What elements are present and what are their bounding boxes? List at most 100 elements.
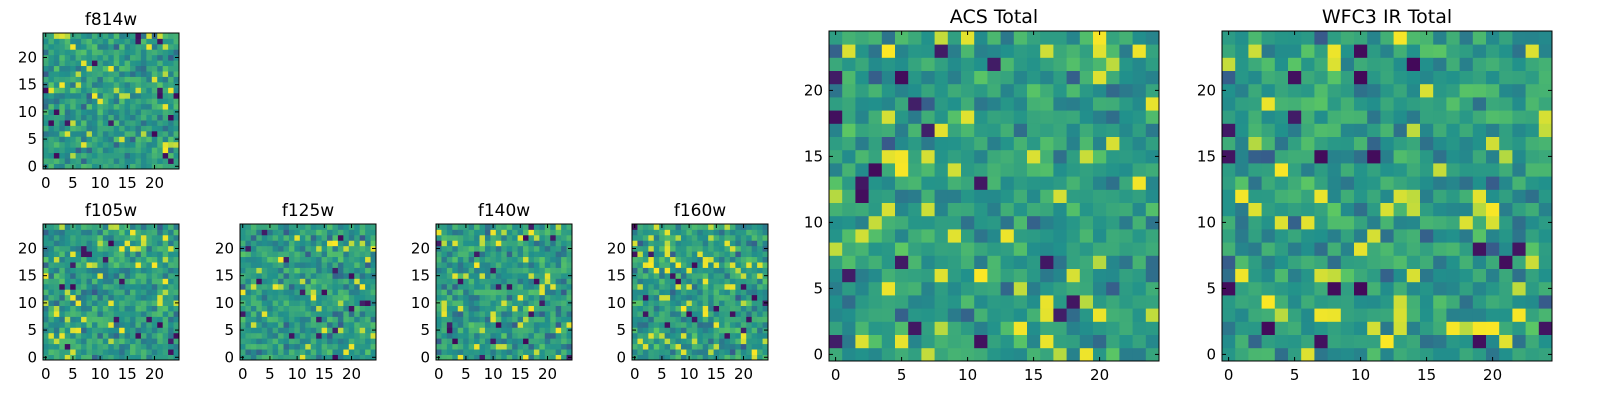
- heatmap-cell: [1027, 202, 1041, 217]
- heatmap-cell: [97, 60, 104, 67]
- heatmap-cell: [637, 251, 644, 258]
- heatmap-cell: [305, 251, 312, 258]
- heatmap-cell: [719, 343, 725, 350]
- heatmap-cell: [868, 163, 883, 177]
- heatmap-cell: [908, 295, 922, 309]
- heatmap-cell: [91, 71, 98, 77]
- heatmap-cell: [343, 240, 350, 247]
- heatmap-cell: [272, 343, 279, 350]
- heatmap-cell: [113, 311, 120, 317]
- heatmap-cell: [354, 316, 361, 323]
- heatmap-cell: [168, 60, 174, 67]
- heatmap-cell: [267, 267, 274, 274]
- heatmap-cell: [1380, 281, 1394, 296]
- heatmap-cell: [162, 60, 169, 67]
- heatmap-cell: [1261, 123, 1276, 137]
- heatmap-cell: [1380, 110, 1394, 124]
- heatmap-cell: [528, 332, 535, 339]
- heatmap-cell: [91, 338, 98, 345]
- heatmap-cell: [64, 81, 71, 88]
- heatmap-cell: [140, 321, 147, 328]
- heatmap-cell: [468, 267, 475, 274]
- heatmap-cell: [463, 245, 470, 252]
- heatmap-cell: [1000, 176, 1015, 190]
- heatmap-cell: [746, 240, 753, 247]
- heatmap-cell: [1301, 334, 1315, 349]
- heatmap-cell: [348, 349, 355, 355]
- heatmap-cell: [908, 83, 922, 98]
- heatmap-cell: [555, 289, 562, 296]
- heatmap-cell: [550, 327, 557, 334]
- heatmap-cell: [474, 245, 480, 252]
- heatmap-cell: [267, 272, 274, 279]
- heatmap-cell: [119, 103, 125, 110]
- heatmap-cell: [321, 300, 328, 306]
- heatmap-cell: [895, 255, 909, 269]
- heatmap-cell: [550, 354, 557, 361]
- heatmap-cell: [48, 283, 55, 290]
- heatmap-cell: [632, 229, 638, 236]
- heatmap-cell: [724, 283, 731, 290]
- heatmap-cell: [108, 245, 115, 252]
- heatmap-cell: [48, 289, 55, 296]
- heatmap-cell: [299, 300, 306, 306]
- heatmap-cell: [332, 283, 339, 290]
- heatmap-cell: [484, 283, 491, 290]
- heatmap-cell: [441, 245, 448, 252]
- heatmap-cell: [310, 267, 317, 274]
- heatmap-cell: [1106, 215, 1120, 230]
- heatmap-cell: [762, 343, 769, 350]
- heatmap-cell: [113, 229, 120, 236]
- heatmap-cell: [250, 234, 257, 241]
- heatmap-cell: [713, 294, 720, 301]
- heatmap-cell: [566, 262, 573, 268]
- heatmap-cell: [1261, 295, 1276, 309]
- heatmap-cell: [348, 251, 355, 258]
- heatmap-cell: [670, 327, 676, 334]
- heatmap-cell: [1380, 242, 1394, 256]
- heatmap-cell: [321, 343, 328, 350]
- heatmap-cell: [1420, 215, 1434, 230]
- heatmap-cell: [855, 57, 869, 71]
- heatmap-cell: [566, 224, 573, 230]
- heatmap-cell: [43, 71, 49, 77]
- heatmap-cell: [1288, 31, 1302, 45]
- heatmap-cell: [1145, 255, 1160, 269]
- heatmap-cell: [113, 289, 120, 296]
- heatmap-cell: [299, 349, 306, 355]
- heatmap-cell: [895, 347, 909, 362]
- heatmap-cell: [337, 240, 344, 247]
- heatmap-cell: [108, 224, 115, 230]
- heatmap-cell: [1380, 149, 1394, 164]
- heatmap-cell: [719, 300, 725, 306]
- heatmap-cell: [1486, 163, 1500, 177]
- heatmap-cell: [1248, 57, 1262, 71]
- heatmap-cell: [256, 354, 263, 361]
- heatmap-cell: [697, 294, 704, 301]
- heatmap-cell: [86, 256, 93, 263]
- heatmap-cell: [637, 278, 644, 285]
- heatmap-cell: [762, 224, 769, 230]
- heatmap-cell: [550, 272, 557, 279]
- heatmap-cell: [517, 289, 524, 296]
- heatmap-cell: [359, 278, 366, 285]
- heatmap-cell: [97, 109, 104, 115]
- heatmap-cell: [119, 349, 125, 355]
- heatmap-cell: [555, 272, 562, 279]
- heatmap-cell: [1132, 83, 1147, 98]
- heatmap-cell: [327, 251, 333, 258]
- heatmap-cell: [108, 114, 115, 121]
- heatmap-cell: [702, 343, 709, 350]
- heatmap-cell: [1525, 268, 1540, 283]
- heatmap-cell: [75, 33, 82, 39]
- heatmap-cell: [168, 272, 174, 279]
- heatmap-cell: [146, 240, 153, 247]
- heatmap-cell: [1066, 334, 1081, 349]
- heatmap-cell: [261, 289, 268, 296]
- heatmap-cell: [157, 54, 164, 61]
- heatmap-cell: [43, 349, 49, 355]
- heatmap-cell: [495, 327, 502, 334]
- heatmap-cell: [881, 255, 896, 269]
- heatmap-cell: [1393, 149, 1408, 164]
- heatmap-cell: [468, 332, 475, 339]
